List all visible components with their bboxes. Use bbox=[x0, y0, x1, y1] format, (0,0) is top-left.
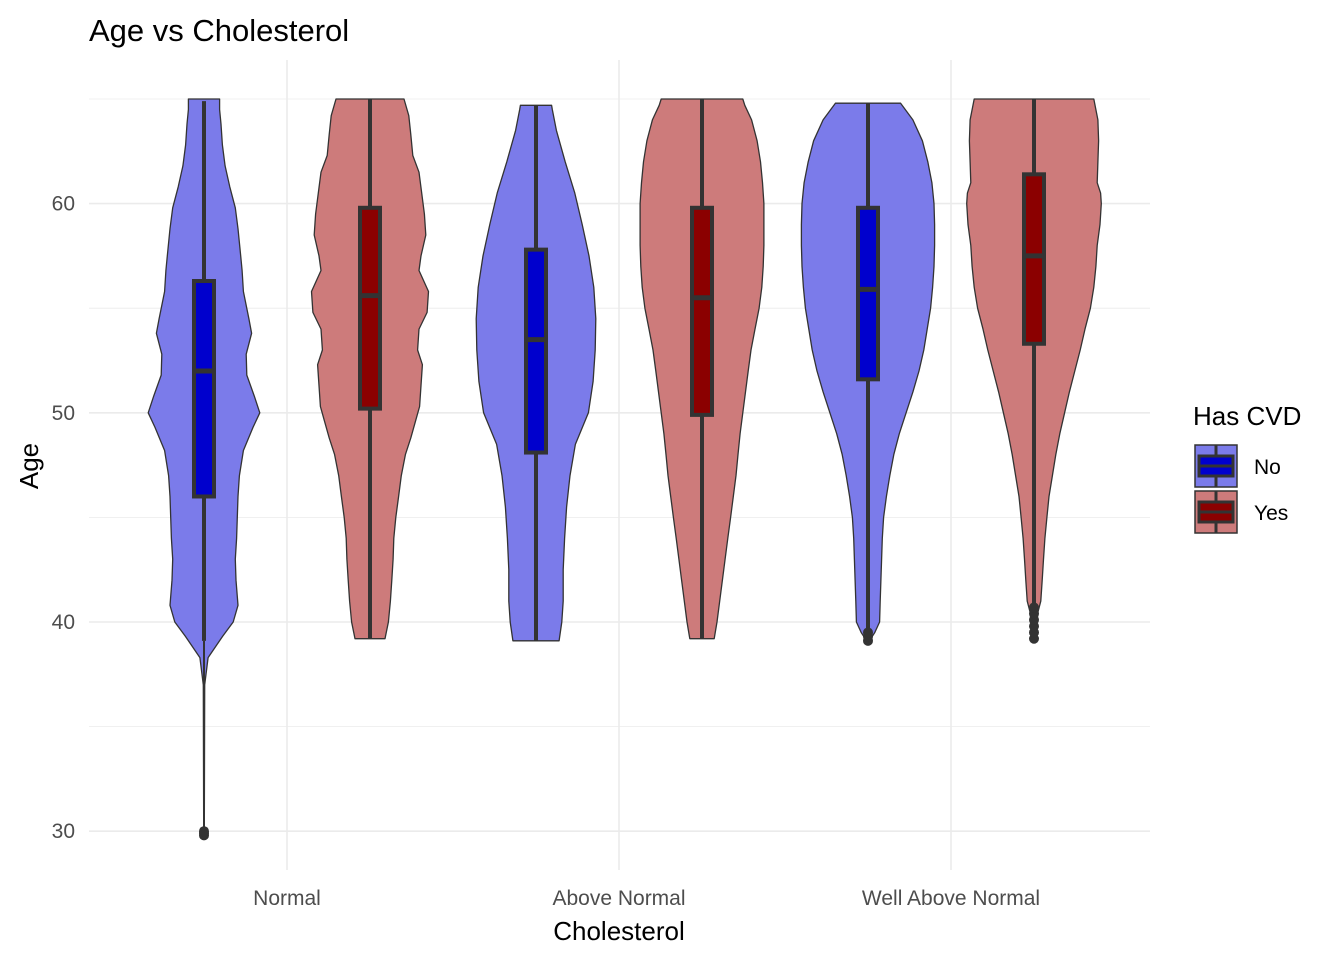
violin-yes-well-above-normal bbox=[966, 98, 1102, 644]
y-tick-label: 50 bbox=[52, 402, 75, 425]
box-iqr bbox=[358, 205, 382, 411]
box-iqr bbox=[690, 205, 714, 417]
legend-label: Yes bbox=[1254, 502, 1288, 525]
x-axis-title: Cholesterol bbox=[553, 916, 685, 946]
chart-title: Age vs Cholesterol bbox=[89, 13, 349, 48]
violin-yes-above-normal bbox=[639, 98, 765, 640]
legend-key-no: No bbox=[1194, 444, 1281, 488]
outlier-point bbox=[1029, 602, 1039, 613]
legend-label: No bbox=[1254, 456, 1281, 479]
violin-yes-normal bbox=[310, 98, 430, 640]
x-tick-label: Above Normal bbox=[552, 887, 685, 910]
violin-plots bbox=[147, 98, 1102, 841]
box-iqr bbox=[192, 279, 216, 499]
legend-title: Has CVD bbox=[1193, 401, 1301, 431]
box-iqr bbox=[1022, 172, 1046, 346]
x-axis-ticks: Normal Above Normal Well Above Normal bbox=[253, 887, 1040, 910]
outlier-point bbox=[863, 627, 873, 638]
legend-key-yes: Yes bbox=[1194, 490, 1288, 534]
y-axis-title: Age bbox=[14, 443, 44, 489]
grid-lines bbox=[89, 60, 1150, 870]
violin-no-above-normal bbox=[475, 104, 597, 642]
violin-no-normal bbox=[147, 98, 261, 841]
legend-keys: No Yes bbox=[1194, 444, 1288, 534]
legend: Has CVD No Yes bbox=[1193, 401, 1301, 534]
violin-no-well-above-normal bbox=[800, 102, 936, 646]
x-tick-label: Normal bbox=[253, 887, 321, 910]
box-iqr bbox=[524, 247, 548, 455]
box-iqr bbox=[856, 205, 880, 382]
y-tick-label: 60 bbox=[52, 193, 75, 216]
y-axis-ticks: 30 40 50 60 bbox=[52, 193, 75, 844]
y-tick-label: 30 bbox=[52, 820, 75, 843]
x-tick-label: Well Above Normal bbox=[862, 887, 1040, 910]
y-tick-label: 40 bbox=[52, 611, 75, 634]
outlier-point bbox=[199, 826, 209, 837]
